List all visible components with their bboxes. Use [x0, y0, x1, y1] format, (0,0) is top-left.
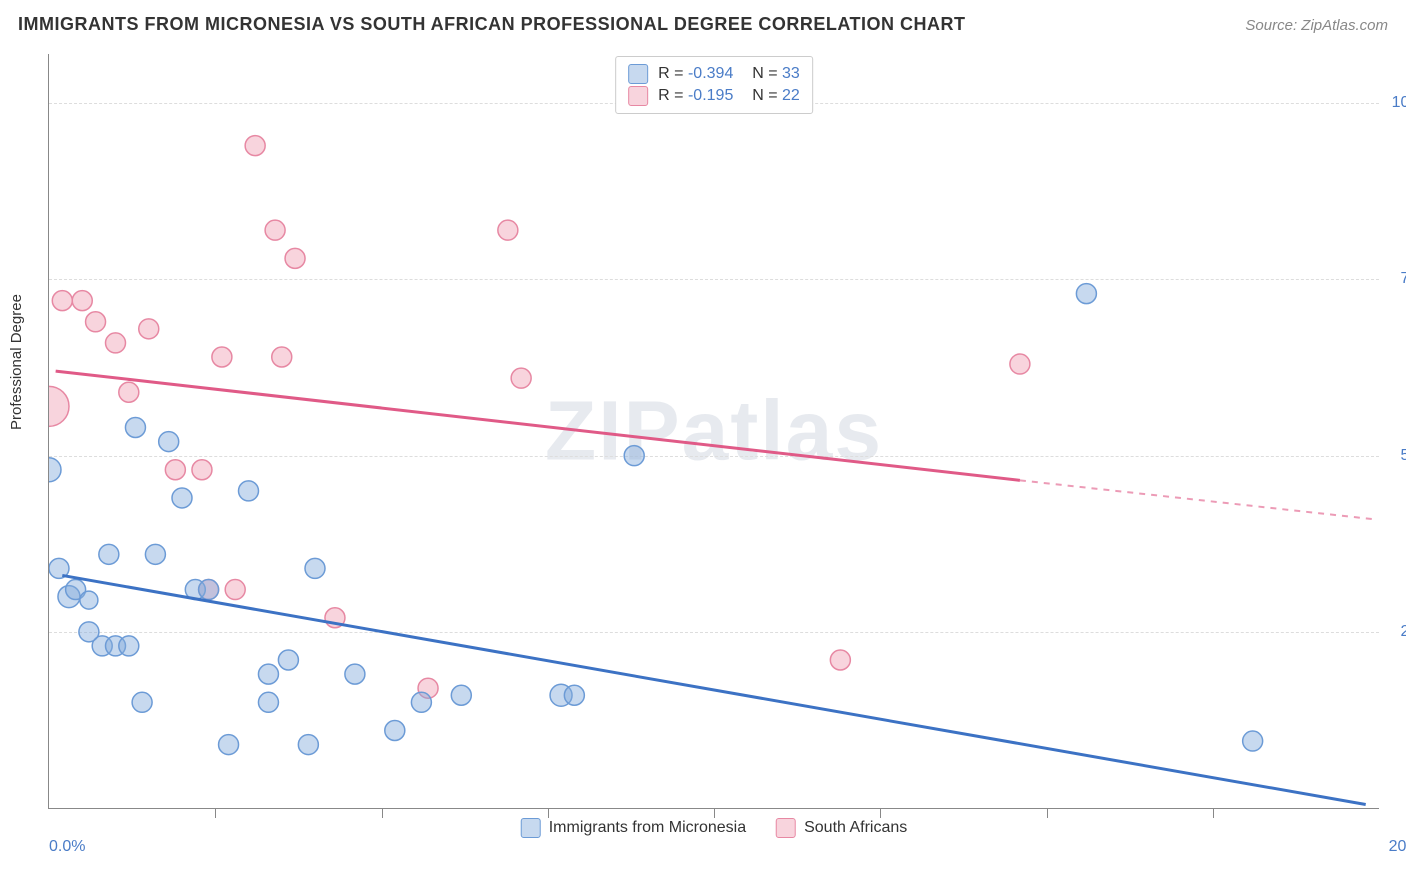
- correlation-legend: R = -0.394 N = 33 R = -0.195 N = 22: [615, 56, 813, 114]
- swatch-pink: [628, 86, 648, 106]
- scatter-chart: [49, 54, 1379, 808]
- source-attribution: Source: ZipAtlas.com: [1245, 17, 1388, 34]
- y-tick-label: 2.5%: [1401, 623, 1406, 641]
- swatch-blue: [628, 64, 648, 84]
- y-axis-label: Professional Degree: [8, 294, 25, 430]
- y-tick-label: 10.0%: [1392, 94, 1406, 112]
- swatch-pink: [776, 818, 796, 838]
- swatch-blue: [521, 818, 541, 838]
- page-title: IMMIGRANTS FROM MICRONESIA VS SOUTH AFRI…: [18, 14, 966, 35]
- x-axis-min-label: 0.0%: [49, 838, 85, 856]
- legend-label-blue: Immigrants from Micronesia: [549, 819, 746, 837]
- legend-label-pink: South Africans: [804, 819, 907, 837]
- series-legend: Immigrants from Micronesia South African…: [521, 818, 908, 838]
- x-axis-max-label: 20.0%: [1389, 838, 1406, 856]
- y-tick-label: 5.0%: [1401, 447, 1406, 465]
- chart-plot-area: ZIPatlas 2.5%5.0%7.5%10.0% R = -0.394 N …: [48, 54, 1379, 809]
- y-tick-label: 7.5%: [1401, 270, 1406, 288]
